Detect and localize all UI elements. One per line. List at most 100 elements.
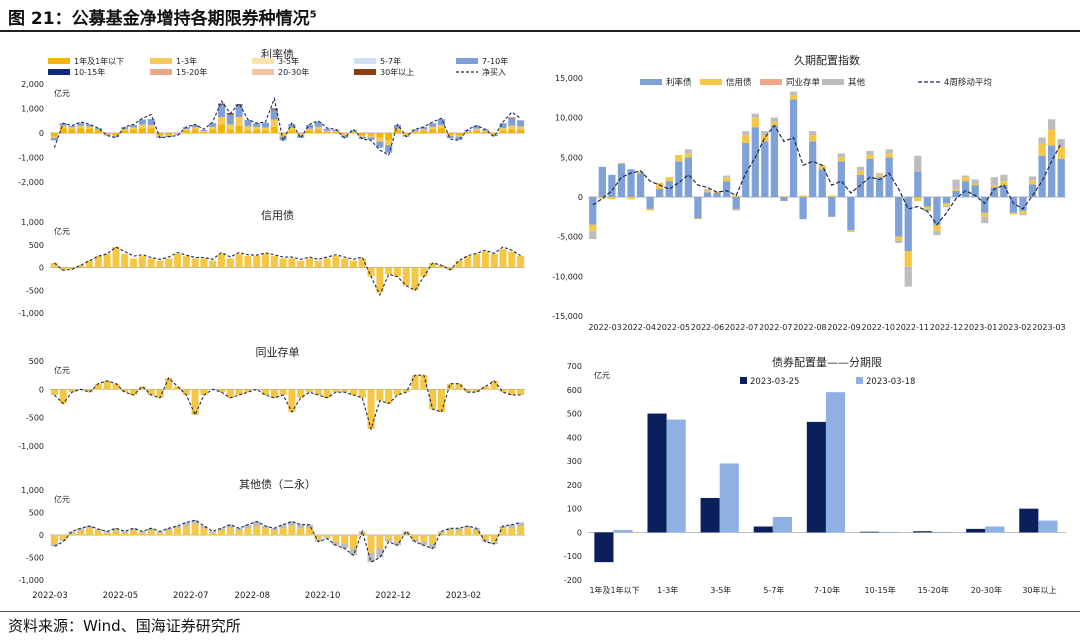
- rate-bonds-bar: [367, 137, 375, 140]
- other-bonds-bar: [517, 522, 525, 526]
- rate-bonds-bar: [473, 130, 481, 133]
- rate-bonds-bar: [156, 133, 164, 136]
- rate-bonds-bar: [94, 130, 102, 133]
- other-bonds-bar: [393, 541, 401, 546]
- credit-bonds-bar: [446, 267, 454, 270]
- ncd-bar: [376, 389, 384, 401]
- duration-index-xtick: 2022-04: [622, 323, 655, 332]
- other-bonds-bar: [218, 528, 226, 531]
- ncd-ytick: 500: [29, 357, 44, 366]
- other-bonds-bar: [473, 530, 481, 535]
- rate-bonds-bar: [191, 127, 199, 130]
- ncd-bar: [332, 389, 340, 393]
- other-bonds-bar: [226, 524, 234, 529]
- duration-index-bar: [961, 177, 970, 182]
- duration-index-bar: [751, 127, 759, 197]
- ncd-bar: [68, 389, 76, 393]
- ncd-bar: [437, 389, 445, 412]
- duration-index-bar: [770, 117, 779, 122]
- allocation-ytick: -200: [564, 576, 582, 585]
- other-bonds-bar: [385, 535, 393, 540]
- duration-index-bar: [923, 197, 932, 207]
- other-bonds-bar: [182, 522, 190, 526]
- rate-bonds-bar: [455, 133, 463, 136]
- duration-legend-swatch: [822, 79, 844, 85]
- allocation-xtick: 30年以上: [1022, 585, 1056, 595]
- rate-bonds-bar: [481, 130, 489, 132]
- rate-bonds-bar: [165, 133, 173, 136]
- allocation-legend-swatch: [856, 377, 863, 384]
- ncd-bar: [490, 380, 498, 390]
- duration-index-bar: [1019, 211, 1027, 214]
- duration-index-bar: [904, 197, 912, 251]
- rate-bonds-bar: [270, 126, 278, 133]
- allocation-xtick: 10-15年: [864, 585, 895, 595]
- other-bonds-xtick: 2022-05: [103, 591, 139, 601]
- duration-index-ytick: -15,000: [552, 312, 583, 321]
- duration-index-bar: [1028, 180, 1037, 185]
- allocation-bar: [613, 530, 633, 533]
- allocation-bar: [594, 532, 614, 563]
- other-bonds-bar: [376, 535, 384, 549]
- duration-index-bar: [656, 182, 664, 190]
- other-bonds-xtick: 2022-10: [305, 591, 341, 601]
- rate-bonds-ytick: 1,000: [21, 105, 44, 114]
- other-bonds-bar: [182, 526, 190, 535]
- rate-bonds-bar: [429, 123, 437, 127]
- duration-index-bar: [608, 197, 616, 200]
- duration-index-bar: [933, 224, 941, 232]
- duration-index-bar: [856, 170, 865, 175]
- other-bonds-bar: [156, 532, 164, 535]
- allocation-ytick: 600: [567, 386, 582, 395]
- duration-index-bar: [809, 135, 817, 142]
- other-bonds-bar: [191, 523, 199, 535]
- rate-bonds-bar: [446, 134, 454, 137]
- credit-bonds-bar: [77, 265, 85, 268]
- duration-index-bar: [914, 155, 922, 172]
- duration-index-bar: [933, 231, 941, 236]
- rate-bonds-bar: [103, 133, 111, 135]
- ncd-ytick: 0: [39, 385, 44, 394]
- rate-bonds-bar: [358, 133, 366, 136]
- allocation-bar: [825, 392, 846, 533]
- rate-bonds-bar: [112, 133, 120, 136]
- rate-bonds-bar: [68, 129, 76, 133]
- credit-bonds-ytick: 500: [29, 241, 44, 250]
- other-bonds-bar: [130, 530, 138, 535]
- other-bonds-bar: [455, 528, 463, 531]
- rate-bonds-bar: [481, 131, 489, 133]
- rate-bonds-bar: [130, 127, 138, 130]
- credit-bonds-bar: [288, 258, 296, 268]
- duration-index-ytick: 10,000: [555, 114, 583, 123]
- other-bonds-bar: [376, 548, 384, 558]
- other-bonds-bar: [103, 532, 111, 535]
- credit-bonds-bar: [138, 256, 146, 268]
- ncd-bar: [59, 389, 67, 404]
- bottom-rule: [0, 611, 1080, 612]
- credit-bonds-bar: [121, 253, 129, 268]
- rate-bonds-bar: [112, 135, 120, 137]
- credit-bonds-bar: [517, 256, 525, 268]
- rate-bonds-bar: [358, 135, 366, 137]
- other-bonds-xtick: 2022-07: [173, 591, 209, 601]
- duration-index-bar: [761, 135, 769, 142]
- duration-index-bar: [636, 173, 645, 197]
- rate-bonds-bar: [376, 141, 384, 148]
- other-bonds-bar: [437, 532, 445, 535]
- ncd-bar: [411, 375, 419, 390]
- other-bonds-bar: [112, 528, 120, 531]
- ncd-bar: [517, 389, 525, 395]
- credit-bonds-bar: [103, 253, 111, 268]
- rate-bonds-bar: [244, 126, 252, 131]
- duration-index-bar: [923, 206, 932, 209]
- rate-bonds-bar: [244, 130, 252, 133]
- rate-bonds-bar: [499, 128, 507, 131]
- duration-index-bar: [789, 99, 798, 197]
- duration-index-bar: [971, 183, 979, 186]
- rate-bonds-bar: [367, 133, 375, 136]
- other-bonds-bar: [297, 528, 305, 535]
- rate-bonds-bar: [499, 123, 507, 129]
- credit-bonds-bar: [297, 260, 305, 268]
- duration-index-bar: [751, 117, 759, 128]
- rate-bonds-bar: [402, 134, 410, 136]
